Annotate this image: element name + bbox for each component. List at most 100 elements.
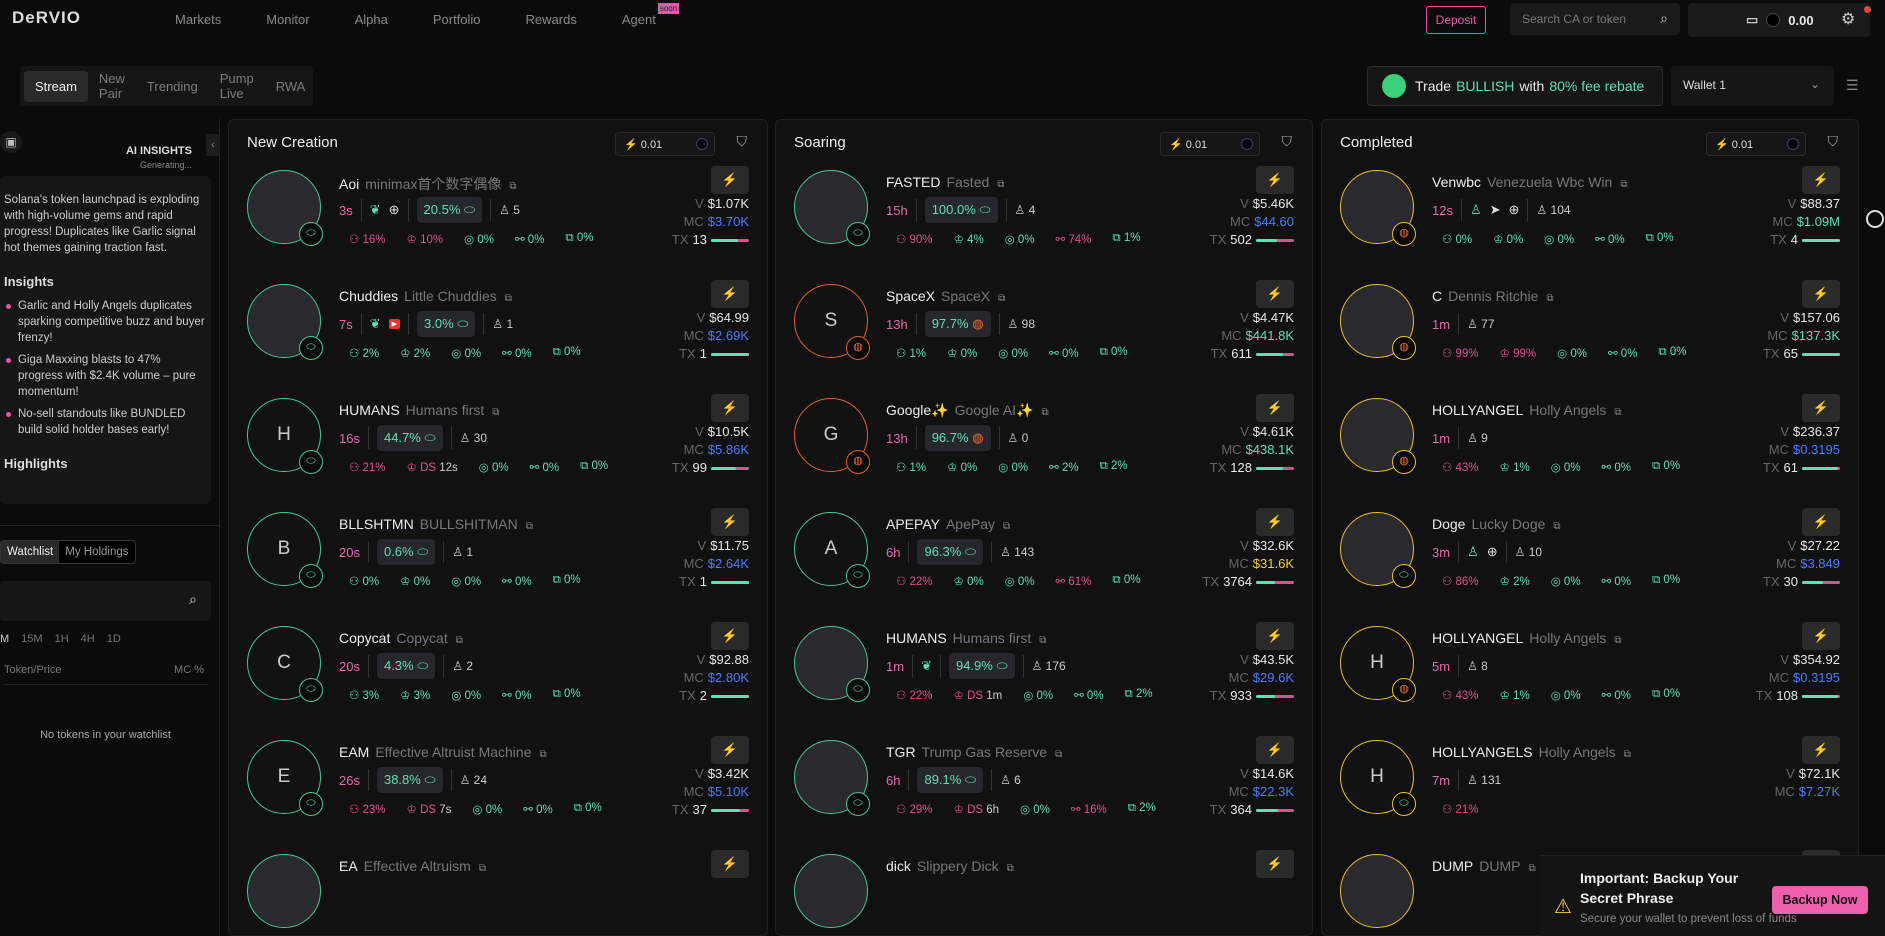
token-card[interactable]: S ◍ SpaceX SpaceX ⧉ 13h 97.7% ◍ ♙ 98 ⚇ 1% ♔ 0% ◎ 0… xyxy=(776,278,1312,366)
quick-buy-button[interactable]: ⚡ xyxy=(711,622,749,650)
nav-markets[interactable]: Markets xyxy=(175,12,222,27)
copy-icon[interactable]: ⧉ xyxy=(455,635,463,646)
quick-buy-button[interactable]: ⚡ xyxy=(1256,508,1294,536)
token-card[interactable]: ⬭ HUMANS Humans first ⧉ 1m ❦ 94.9% ⬭ ♙ 176 ⚇ 22%… xyxy=(776,620,1312,708)
token-card[interactable]: ⬭ TGR Trump Gas Reserve ⧉ 6h 89.1% ⬭ ♙ 6 ⚇ 29% ♔… xyxy=(776,734,1312,822)
collapse-sidebar-button[interactable]: ‹ xyxy=(206,134,220,156)
leaf-icon[interactable]: ❦ xyxy=(369,202,381,217)
copy-icon[interactable]: ⧉ xyxy=(1039,635,1047,646)
copy-icon[interactable]: ⧉ xyxy=(1614,407,1622,418)
user-icon[interactable]: ♙ xyxy=(1467,544,1479,559)
globe-icon[interactable]: ⊕ xyxy=(388,202,400,217)
token-card[interactable]: ⬭ Chuddies Little Chuddies ⧉ 7s ❦ ▶ 3.0% ⬭ ♙ 1 ⚇ … xyxy=(229,278,767,366)
wallet-select[interactable]: Wallet 1 ⌄ xyxy=(1671,66,1834,106)
filter-icon[interactable]: ⛉ xyxy=(1281,133,1293,149)
token-avatar[interactable] xyxy=(794,854,868,928)
token-card[interactable]: ⬭ Doge Lucky Doge ⧉ 3m ♙ ⊕ ♙ 10 ⚇ 86% ♔ 2% ◎ 0% ⚯ 0… xyxy=(1322,506,1858,594)
search-input[interactable]: Search CA or token ⌕ xyxy=(1510,3,1680,35)
telegram-icon[interactable]: ➤ xyxy=(1489,202,1501,217)
copy-icon[interactable]: ⧉ xyxy=(1623,749,1631,760)
copy-icon[interactable]: ⧉ xyxy=(1055,749,1063,760)
token-avatar[interactable]: G xyxy=(794,398,868,472)
quick-buy-amount-input[interactable]: ⚡ 0.01 xyxy=(1160,132,1260,156)
timeframe-15m[interactable]: 15M xyxy=(21,633,43,645)
col-token-price[interactable]: Token/Price xyxy=(4,664,62,676)
token-card[interactable]: EA Effective Altruism ⧉ ⚡ xyxy=(229,848,767,936)
token-avatar[interactable] xyxy=(1340,854,1414,928)
tab-trending[interactable]: Trending xyxy=(146,78,198,94)
quick-buy-amount-input[interactable]: ⚡ 0.01 xyxy=(1706,132,1806,156)
tab-pump-live[interactable]: Pump Live xyxy=(219,71,254,101)
quick-buy-button[interactable]: ⚡ xyxy=(1256,166,1294,194)
globe-icon[interactable]: ⊕ xyxy=(1508,202,1520,217)
deposit-button[interactable]: Deposit xyxy=(1426,6,1486,34)
copy-icon[interactable]: ⧉ xyxy=(504,293,512,304)
quick-buy-button[interactable]: ⚡ xyxy=(1802,508,1840,536)
timeframe-1h[interactable]: 1H xyxy=(54,633,69,645)
token-card[interactable]: C ⬭ Copycat Copycat ⧉ 20s 4.3% ⬭ ♙ 2 ⚇ 3% ♔ 3% ◎ 0… xyxy=(229,620,767,708)
leaf-icon[interactable]: ❦ xyxy=(921,658,932,673)
timeframe-4h[interactable]: 4H xyxy=(80,633,95,645)
token-card[interactable]: H ⬭ HOLLYANGELS Holly Angels ⧉ 7m ♙ 131 ⚇ 21% ⚡ V… xyxy=(1322,734,1858,822)
copy-icon[interactable]: ⧉ xyxy=(1553,521,1561,532)
gear-icon[interactable]: ⚙ xyxy=(1841,11,1856,28)
watchlist-search-input[interactable]: ⌕ xyxy=(0,581,211,621)
token-card[interactable]: ◍ Venwbc Venezuela Wbc Win ⧉ 12s ♙ ➤ ⊕ ♙ 104 ⚇ 0%… xyxy=(1322,164,1858,252)
quick-buy-button[interactable]: ⚡ xyxy=(1802,166,1840,194)
token-card[interactable]: ⬭ FASTED Fasted ⧉ 15h 100.0% ⬭ ♙ 4 ⚇ 90% ♔ 4% ◎ 0… xyxy=(776,164,1312,252)
token-card[interactable]: dick Slippery Dick ⧉ ⚡ xyxy=(776,848,1312,936)
token-card[interactable]: B ⬭ BLLSHTMN BULLSHITMAN ⧉ 20s 0.6% ⬭ ♙ 1 ⚇ 0% ♔ … xyxy=(229,506,767,594)
quick-buy-button[interactable]: ⚡ xyxy=(1256,736,1294,764)
quick-buy-button[interactable]: ⚡ xyxy=(1256,850,1294,878)
copy-icon[interactable]: ⧉ xyxy=(1006,863,1014,874)
token-card[interactable]: E ⬭ EAM Effective Altruist Machine ⧉ 26s 38.8%… xyxy=(229,734,767,822)
tab-rwa[interactable]: RWA xyxy=(275,78,306,94)
robot-icon[interactable]: ▣ xyxy=(0,131,22,153)
filter-icon[interactable]: ⛉ xyxy=(736,133,748,149)
timeframe-m[interactable]: M xyxy=(0,633,10,645)
copy-icon[interactable]: ⧉ xyxy=(525,521,533,532)
token-card[interactable]: H ◍ HOLLYANGEL Holly Angels ⧉ 5m ♙ 8 ⚇ 43% ♔ 1% ◎… xyxy=(1322,620,1858,708)
copy-icon[interactable]: ⧉ xyxy=(997,179,1005,190)
tab-watchlist[interactable]: Watchlist xyxy=(1,541,60,563)
copy-icon[interactable]: ⧉ xyxy=(478,863,486,874)
tab-my-holdings[interactable]: My Holdings xyxy=(59,541,135,563)
quick-buy-button[interactable]: ⚡ xyxy=(1802,622,1840,650)
token-card[interactable]: ⬭ Aoi minimax首个数字偶像 ⧉ 3s ❦ ⊕ 20.5% ⬭ ♙ 5 ⚇ 16% ♔ 1… xyxy=(229,164,767,252)
target-icon[interactable] xyxy=(1866,210,1884,228)
quick-buy-amount-input[interactable]: ⚡ 0.01 xyxy=(615,132,715,156)
quick-buy-button[interactable]: ⚡ xyxy=(711,850,749,878)
settings-sliders-icon[interactable]: ☰ xyxy=(1846,77,1859,93)
copy-icon[interactable]: ⧉ xyxy=(492,407,500,418)
quick-buy-button[interactable]: ⚡ xyxy=(711,166,749,194)
quick-buy-button[interactable]: ⚡ xyxy=(1802,394,1840,422)
copy-icon[interactable]: ⧉ xyxy=(1003,521,1011,532)
globe-icon[interactable]: ⊕ xyxy=(1486,544,1498,559)
copy-icon[interactable]: ⧉ xyxy=(509,181,517,192)
token-card[interactable]: G ◍ Google✨ Google AI✨ ⧉ 13h 96.7% ◍ ♙ 0 ⚇ 1% ♔ 0… xyxy=(776,392,1312,480)
leaf-icon[interactable]: ❦ xyxy=(369,316,381,331)
nav-alpha[interactable]: Alpha xyxy=(354,12,388,27)
quick-buy-button[interactable]: ⚡ xyxy=(1256,394,1294,422)
token-card[interactable]: A ⬭ APEPAY ApePay ⧉ 6h 96.3% ⬭ ♙ 143 ⚇ 22% ♔ 0% ◎ … xyxy=(776,506,1312,594)
copy-icon[interactable]: ⧉ xyxy=(1041,407,1049,418)
quick-buy-button[interactable]: ⚡ xyxy=(1802,736,1840,764)
tab-new-pair[interactable]: New Pair xyxy=(98,71,125,101)
filter-icon[interactable]: ⛉ xyxy=(1827,133,1839,149)
wallet-balance[interactable]: ▭ 0.00 xyxy=(1688,3,1870,37)
quick-buy-button[interactable]: ⚡ xyxy=(1802,280,1840,308)
quick-buy-button[interactable]: ⚡ xyxy=(1256,622,1294,650)
copy-icon[interactable]: ⧉ xyxy=(1614,635,1622,646)
token-avatar[interactable] xyxy=(247,854,321,928)
tab-stream[interactable]: Stream xyxy=(24,70,88,102)
youtube-icon[interactable]: ▶ xyxy=(388,319,401,329)
quick-buy-button[interactable]: ⚡ xyxy=(1256,280,1294,308)
token-card[interactable]: ◍ HOLLYANGEL Holly Angels ⧉ 1m ♙ 9 ⚇ 43% ♔ 1% ◎ … xyxy=(1322,392,1858,480)
backup-now-button[interactable]: Backup Now xyxy=(1772,886,1868,914)
user-icon[interactable]: ♙ xyxy=(1469,202,1482,217)
copy-icon[interactable]: ⧉ xyxy=(1620,179,1628,190)
quick-buy-button[interactable]: ⚡ xyxy=(711,280,749,308)
token-card[interactable]: H ⬭ HUMANS Humans first ⧉ 16s 44.7% ⬭ ♙ 30 ⚇ 21%… xyxy=(229,392,767,480)
copy-icon[interactable]: ⧉ xyxy=(998,293,1006,304)
copy-icon[interactable]: ⧉ xyxy=(1528,863,1536,874)
